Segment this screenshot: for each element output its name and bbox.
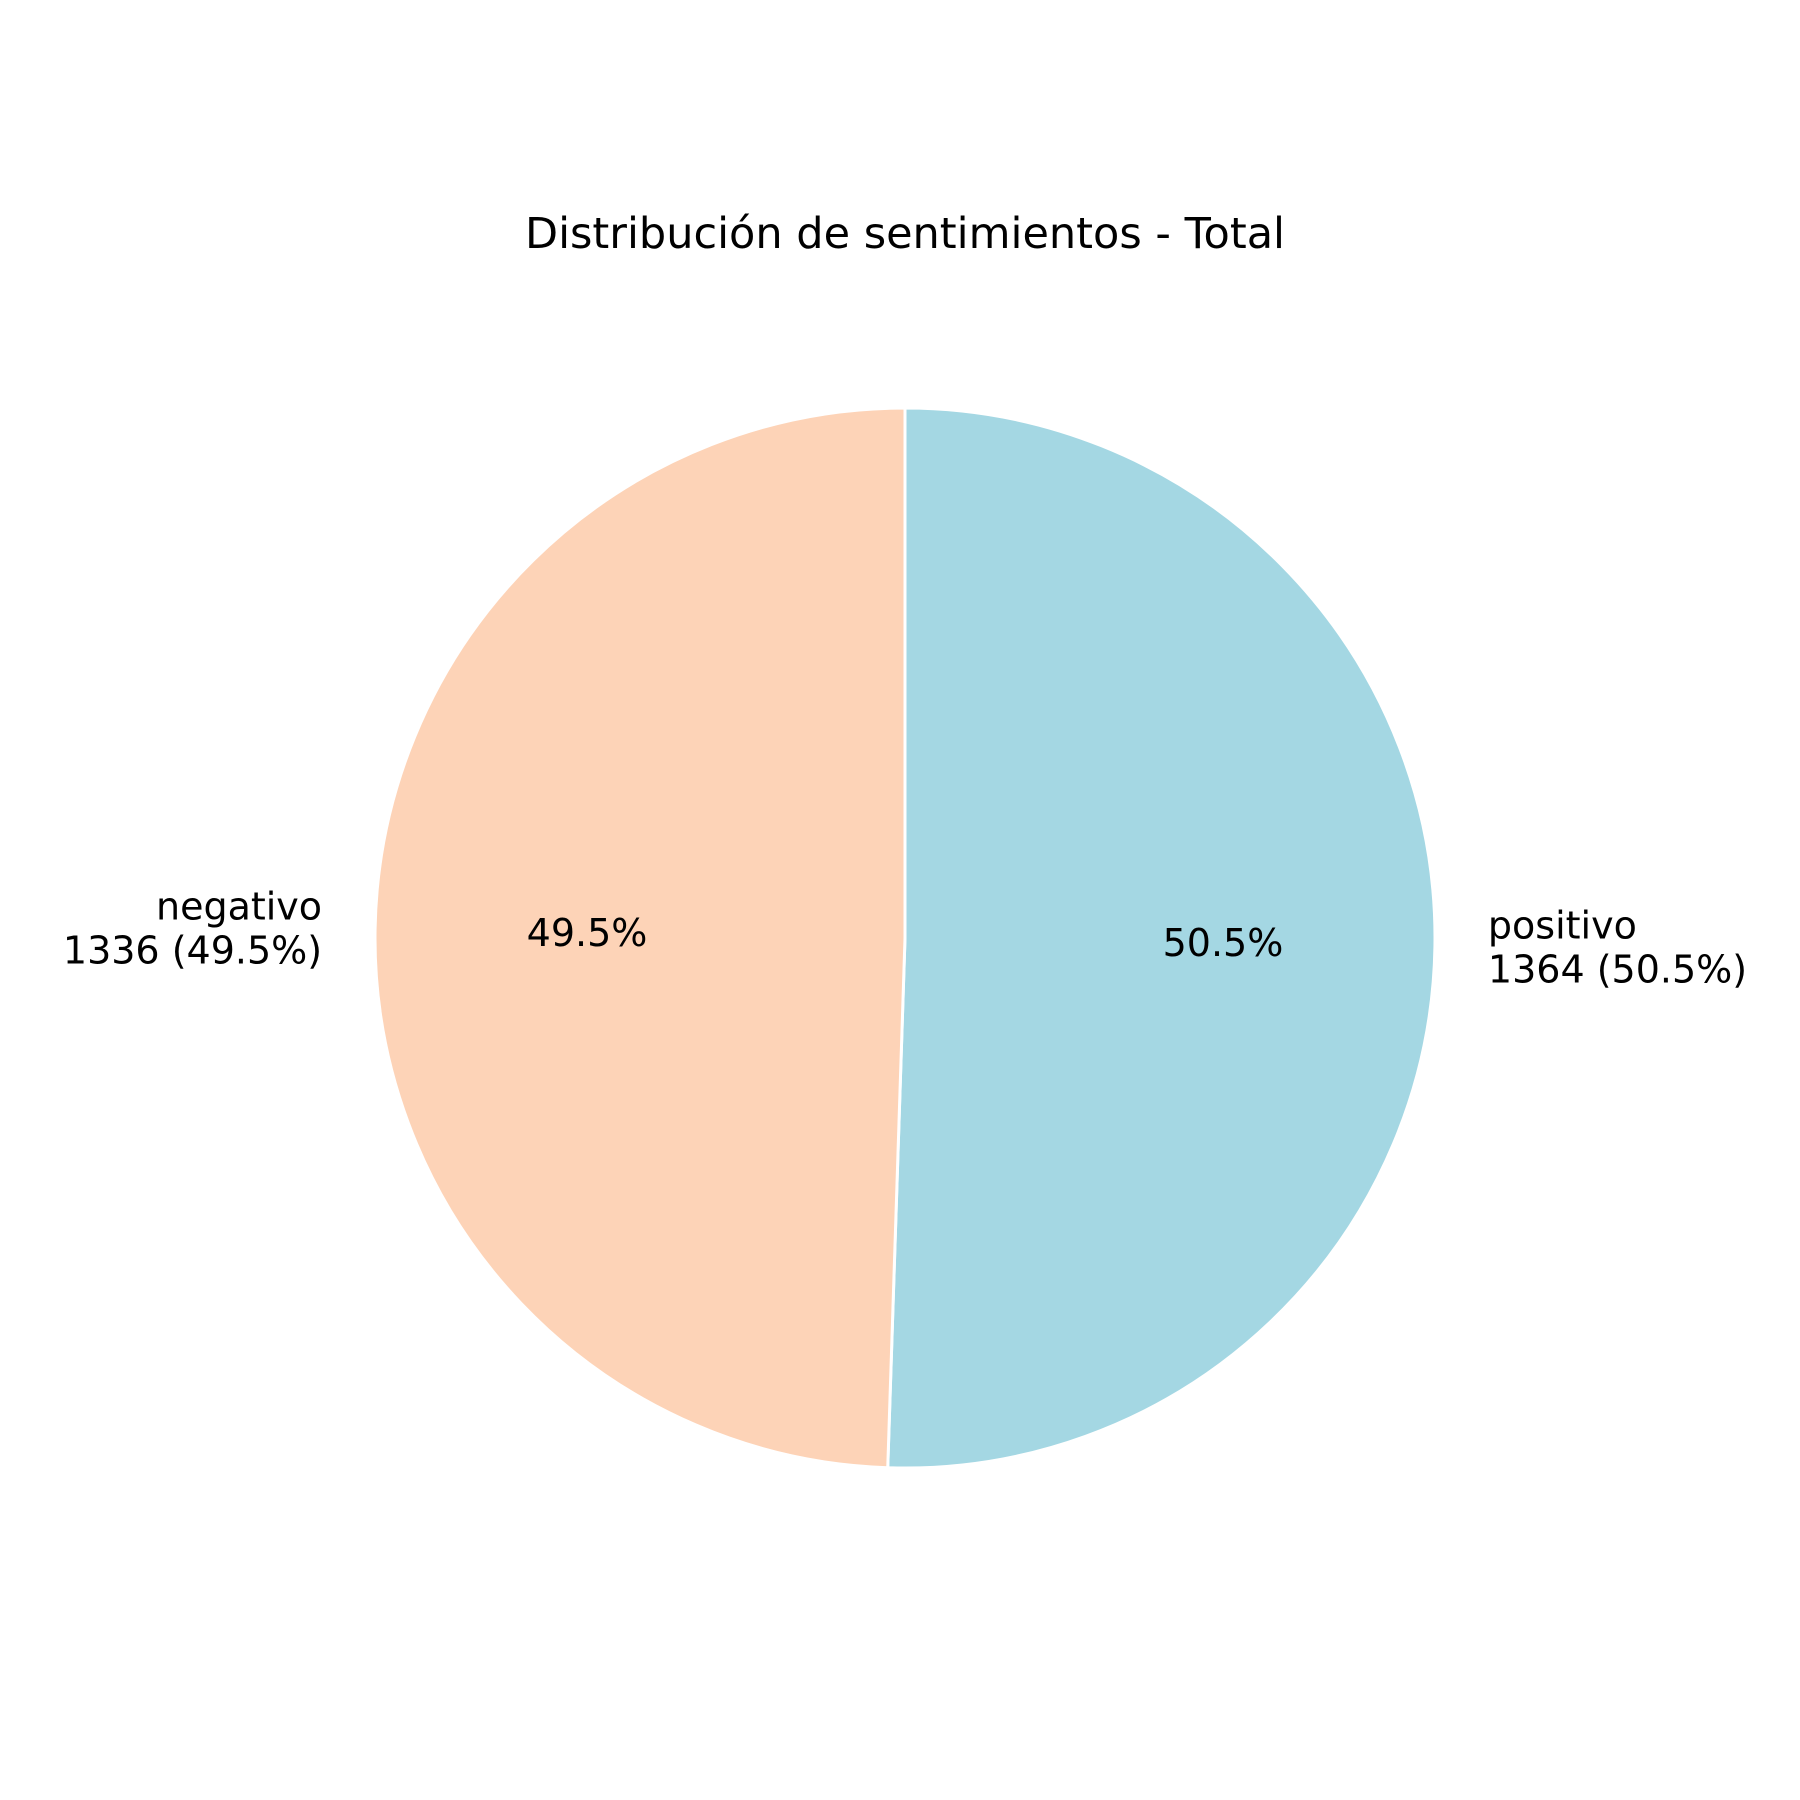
pct-label-negativo: 49.5% [527, 911, 648, 955]
chart-title: Distribución de sentimientos - Total [525, 209, 1285, 259]
pie-slices [373, 406, 1437, 1470]
slice-label-positivo: positivo 1364 (50.5%) [1488, 903, 1747, 991]
slice-label-count-positivo: 1364 (50.5%) [1488, 947, 1747, 991]
slice-label-name-positivo: positivo [1488, 903, 1637, 947]
pie-slice-positivo [886, 406, 1437, 1470]
slice-label-name-negativo: negativo [156, 885, 322, 929]
pie-labels: 50.5% positivo 1364 (50.5%)49.5%negativo 13… [63, 885, 1747, 992]
slice-label-count-negativo: 1336 (49.5%) [63, 929, 322, 973]
pie-slice-negativo [373, 406, 907, 1470]
pct-label-positivo: 50.5% [1163, 921, 1284, 965]
slice-label-negativo: negativo 1336 (49.5%) [63, 885, 322, 973]
